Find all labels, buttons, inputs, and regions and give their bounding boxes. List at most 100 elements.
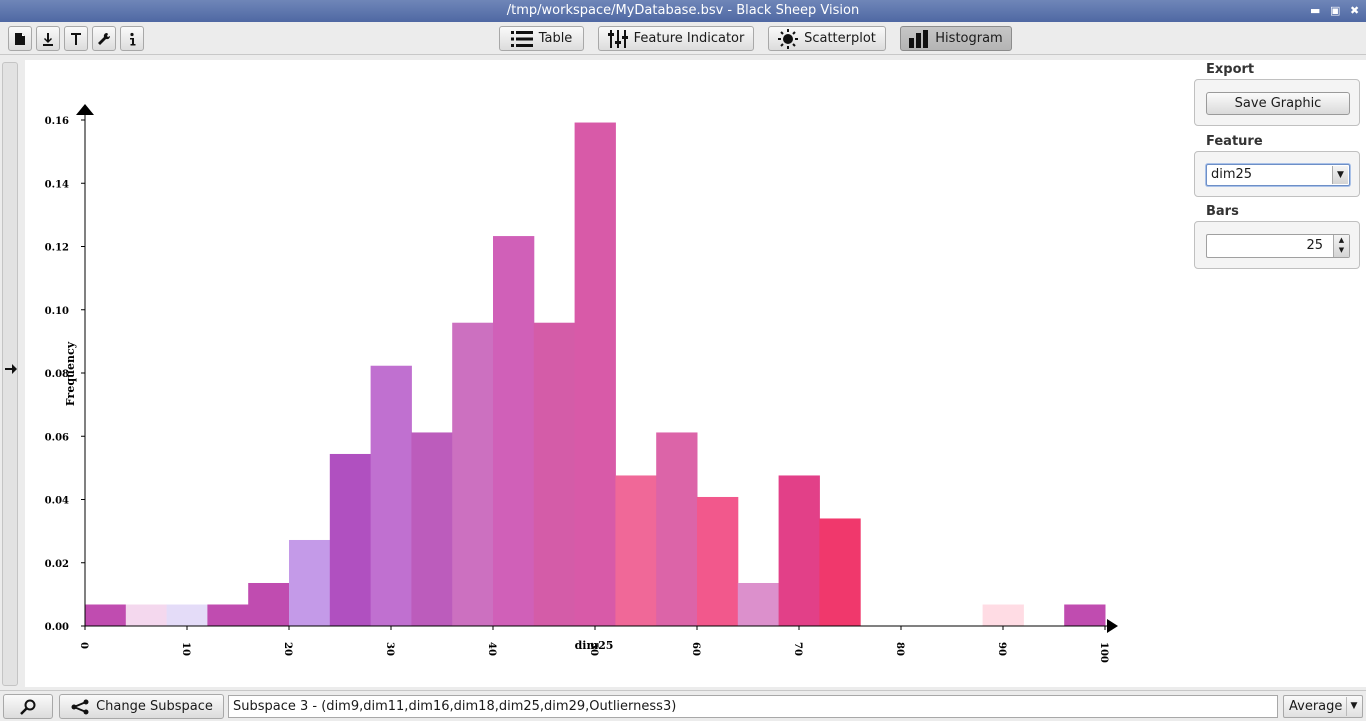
sun-icon [778,28,799,49]
feature-section: dim25 ▼ [1194,151,1360,197]
change-subspace-button[interactable]: Change Subspace [59,694,224,719]
bars-spinner[interactable]: 25 ▲ ▼ [1206,234,1350,258]
minimize-icon[interactable]: ▬ [1310,4,1321,17]
feature-indicator-view-label: Feature Indicator [633,31,745,46]
x-tick-label: 20 [282,642,293,656]
feature-select-value: dim25 [1211,167,1253,182]
histogram-bar-10[interactable] [493,236,535,626]
feature-indicator-view-button[interactable]: Feature Indicator [598,26,754,51]
histogram-bar-18[interactable] [819,518,861,626]
histogram-bar-8[interactable] [411,432,453,626]
export-section: Save Graphic [1194,79,1360,126]
histogram-bar-13[interactable] [615,475,657,626]
change-subspace-label: Change Subspace [96,699,213,714]
histogram-bar-5[interactable] [289,539,331,626]
settings-button[interactable] [92,26,116,51]
x-tick-label: 0 [78,642,89,649]
x-tick-label: 30 [384,642,395,656]
aggregate-select[interactable]: Average ▼ [1283,695,1363,718]
histogram-view-button[interactable]: Histogram [900,26,1012,51]
y-tick-label: 0.06 [45,432,69,443]
bars-section: 25 ▲ ▼ [1194,221,1360,269]
histogram-bar-22[interactable] [982,604,1024,626]
table-view-button[interactable]: Table [499,26,584,51]
y-tick-label: 0.10 [45,306,69,317]
y-tick-label: 0.02 [45,559,69,570]
histogram-bar-17[interactable] [778,475,820,626]
x-tick-label: 90 [996,642,1007,656]
list-icon [510,30,533,47]
x-tick-label: 100 [1098,642,1109,663]
histogram-bar-6[interactable] [329,453,372,626]
x-tick-label: 50 [588,642,599,656]
text-format-icon [71,32,81,45]
close-icon[interactable]: ✖ [1350,4,1360,17]
left-panel-toggle[interactable] [2,62,18,686]
y-axis-title: Frequency [64,341,77,406]
info-button[interactable] [120,26,144,51]
histogram-bar-16[interactable] [737,582,780,626]
sliders-icon [607,29,628,48]
save-graphic-button[interactable]: Save Graphic [1206,92,1350,115]
histogram-bar-11[interactable] [533,322,576,626]
info-icon [130,32,136,45]
x-tick-label: 80 [894,642,905,656]
y-tick-label: 0.14 [45,179,69,190]
y-tick-label: 0.12 [45,243,69,254]
new-file-button[interactable] [8,26,32,51]
chevron-down-icon: ▼ [1332,166,1348,184]
histogram-bar-3[interactable] [207,604,249,626]
feature-select[interactable]: dim25 ▼ [1206,164,1350,186]
histogram-bar-15[interactable] [697,496,739,626]
arrow-right-icon [5,364,17,374]
x-tick-label: 10 [180,642,191,656]
histogram-chart: 0.00 0.02 0.04 0.06 0.08 0.10 0.12 0.14 0.16 0 10… [45,104,1118,663]
histogram-bar-12[interactable] [574,122,616,626]
subspace-field[interactable]: Subspace 3 - (dim9,dim11,dim16,dim18,dim… [228,695,1278,718]
histogram-bar-7[interactable] [370,365,412,626]
title-bar: /tmp/workspace/MyDatabase.bsv - Black Sh… [0,0,1366,22]
histogram-options-panel: Export Save Graphic Feature dim25 ▼ Bars… [1188,60,1366,687]
scatterplot-view-label: Scatterplot [804,31,876,46]
search-icon [20,699,36,715]
wrench-icon [98,32,111,45]
bars-section-title: Bars [1206,204,1239,219]
histogram-bar-1[interactable] [125,604,168,626]
x-axis-arrow [1107,619,1118,633]
text-format-button[interactable] [64,26,88,51]
x-tick-label: 60 [690,642,701,656]
y-tick-label: 0.04 [45,496,69,507]
import-button[interactable] [36,26,60,51]
feature-section-title: Feature [1206,134,1263,149]
table-view-label: Table [538,31,573,46]
x-tick-label: 40 [486,642,497,656]
toolbar: Table Feature Indicator Scatterplot Hist… [0,22,1366,55]
y-tick-label: 0.00 [45,622,69,633]
bar-chart-icon [909,29,929,48]
bars-spinner-value: 25 [1306,238,1323,253]
histogram-view-label: Histogram [935,31,1003,46]
export-section-title: Export [1206,62,1255,77]
y-tick-label: 0.08 [45,369,69,380]
y-axis-arrow [76,104,94,115]
y-tick-label: 0.16 [45,116,69,127]
histogram-bar-4[interactable] [248,582,290,626]
download-icon [43,32,53,46]
aggregate-select-value: Average [1289,699,1343,714]
spinner-arrows-icon[interactable]: ▲ ▼ [1333,235,1349,257]
share-nodes-icon [71,699,89,714]
new-file-icon [15,32,25,45]
histogram-bar-24[interactable] [1064,604,1106,626]
window-title: /tmp/workspace/MyDatabase.bsv - Black Sh… [506,3,860,18]
histogram-canvas: 0.00 0.02 0.04 0.06 0.08 0.10 0.12 0.14 0.16 0 10… [25,60,1366,687]
histogram-bar-9[interactable] [452,322,494,626]
histogram-bar-14[interactable] [656,432,698,626]
status-bar: Change Subspace Subspace 3 - (dim9,dim11… [0,690,1366,721]
x-tick-label: 70 [792,642,803,656]
x-axis-title: dim25 [575,639,614,652]
scatterplot-view-button[interactable]: Scatterplot [768,26,886,51]
maximize-icon[interactable]: ▣ [1330,4,1341,17]
histogram-bar-0[interactable] [85,604,127,626]
search-button[interactable] [3,694,53,719]
histogram-bar-2[interactable] [166,604,208,626]
